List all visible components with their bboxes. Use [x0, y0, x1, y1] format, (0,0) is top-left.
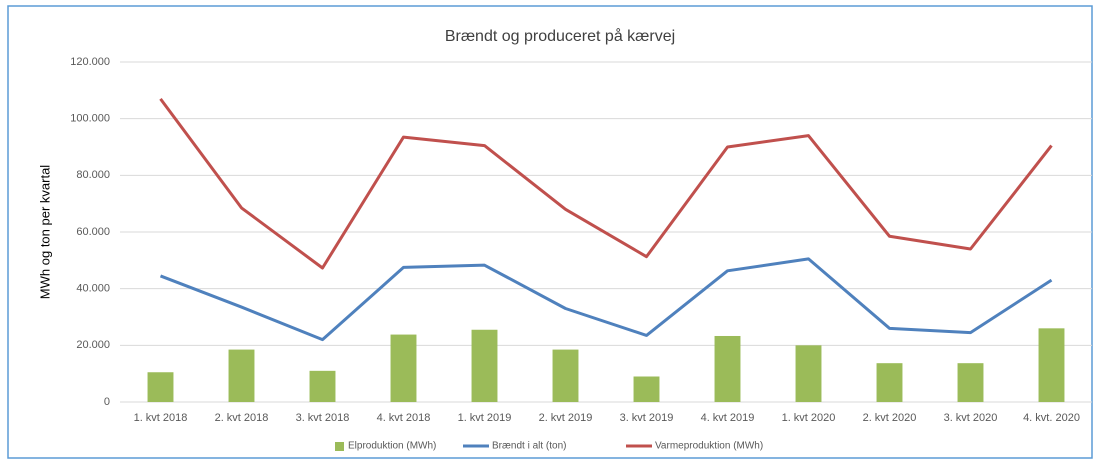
- bar: [876, 363, 903, 402]
- bar: [390, 334, 417, 402]
- bar: [309, 370, 336, 402]
- bar: [795, 345, 822, 402]
- x-tick-label: 3. kvt 2020: [944, 412, 998, 424]
- x-tick-label: 2. kvt 2018: [215, 412, 269, 424]
- y-tick-label: 40.000: [76, 283, 110, 295]
- legend-label: Elproduktion (MWh): [348, 441, 436, 452]
- x-tick-label: 4. kvt. 2020: [1023, 412, 1080, 424]
- x-tick-label: 1. kvt 2019: [458, 412, 512, 424]
- legend-swatch: [335, 442, 344, 451]
- bar: [228, 349, 255, 402]
- y-tick-label: 100.000: [70, 113, 110, 125]
- y-tick-label: 20.000: [76, 339, 110, 351]
- chart-title: Brændt og produceret på kærvej: [445, 27, 675, 45]
- legend-label: Brændt i alt (ton): [492, 441, 566, 452]
- bar: [633, 376, 660, 402]
- x-tick-label: 1. kvt 2018: [134, 412, 188, 424]
- x-tick-label: 1. kvt 2020: [782, 412, 836, 424]
- x-tick-label: 4. kvt 2018: [377, 412, 431, 424]
- bar: [714, 335, 741, 402]
- bar: [1038, 328, 1065, 402]
- bar: [957, 363, 984, 402]
- line: [159, 97, 1053, 270]
- y-tick-label: 120.000: [70, 56, 110, 68]
- x-tick-label: 2. kvt 2020: [863, 412, 917, 424]
- bar: [552, 349, 579, 402]
- bar: [147, 372, 174, 402]
- line: [159, 257, 1053, 342]
- x-tick-label: 3. kvt 2018: [296, 412, 350, 424]
- legend-label: Varmeproduktion (MWh): [655, 441, 763, 452]
- bar: [471, 329, 498, 402]
- y-tick-label: 80.000: [76, 169, 110, 181]
- x-tick-label: 4. kvt 2019: [701, 412, 755, 424]
- y-tick-label: 60.000: [76, 226, 110, 238]
- y-tick-label: 0: [104, 396, 110, 408]
- x-tick-label: 2. kvt 2019: [539, 412, 593, 424]
- x-tick-label: 3. kvt 2019: [620, 412, 674, 424]
- y-axis-label: MWh og ton per kvartal: [37, 165, 52, 299]
